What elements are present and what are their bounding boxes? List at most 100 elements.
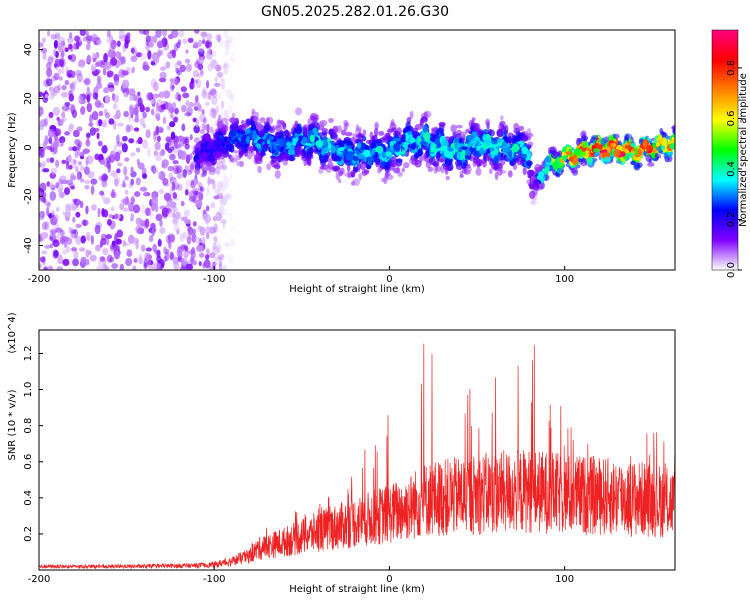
signal-blob: [290, 144, 295, 150]
noise-blob: [39, 146, 43, 156]
signal-blob: [359, 162, 367, 170]
noise-blob: [57, 254, 63, 264]
signal-blob: [573, 156, 577, 164]
noise-blob: [69, 82, 75, 90]
noise-blob: [157, 238, 162, 247]
signal-blob: [260, 117, 266, 122]
noise-blob: [85, 205, 89, 215]
signal-blob: [590, 136, 597, 144]
noise-blob: [98, 110, 104, 117]
noise-blob: [151, 228, 155, 237]
noise-blob: [176, 229, 180, 235]
noise-blob: [48, 111, 54, 119]
noise-blob: [46, 202, 51, 208]
signal-blob: [250, 124, 257, 132]
signal-blob: [617, 157, 622, 162]
signal-blob: [258, 129, 265, 137]
signal-blob: [295, 126, 302, 135]
signal-blob: [489, 147, 495, 152]
noise-blob: [225, 35, 233, 44]
noise-blob: [107, 49, 114, 58]
noise-blob: [165, 234, 171, 244]
noise-blob: [73, 250, 79, 260]
noise-blob: [101, 173, 108, 182]
signal-blob: [393, 137, 401, 142]
noise-blob: [120, 56, 126, 65]
signal-blob: [661, 137, 667, 146]
noise-blob: [78, 94, 84, 104]
signal-blob: [661, 145, 666, 151]
signal-blob: [312, 127, 318, 135]
signal-blob: [500, 115, 504, 121]
noise-blob: [164, 248, 170, 255]
signal-blob: [603, 156, 611, 162]
signal-blob: [496, 162, 503, 170]
noise-blob: [76, 126, 83, 132]
signal-blob: [350, 169, 356, 178]
noise-blob: [114, 151, 121, 162]
noise-blob: [212, 108, 217, 119]
noise-blob: [140, 244, 146, 252]
noise-blob: [137, 227, 143, 234]
noise-blob: [145, 106, 150, 113]
noise-blob: [175, 67, 180, 74]
noise-blob: [195, 118, 200, 128]
signal-blob: [353, 167, 358, 172]
noise-blob: [50, 33, 57, 40]
signal-blob: [488, 168, 493, 175]
noise-blob: [218, 263, 223, 270]
noise-blob: [144, 218, 150, 228]
signal-blob: [229, 123, 238, 130]
signal-blob: [194, 147, 200, 154]
noise-blob: [68, 226, 72, 234]
noise-blob: [62, 258, 70, 267]
noise-blob: [193, 125, 200, 134]
signal-blob: [410, 142, 416, 151]
signal-blob: [375, 145, 384, 153]
noise-blob: [215, 33, 222, 42]
noise-blob: [145, 44, 150, 52]
noise-blob: [42, 51, 47, 61]
noise-blob: [199, 186, 204, 192]
noise-blob: [203, 259, 211, 269]
noise-blob: [224, 193, 231, 199]
noise-blob: [124, 189, 129, 195]
noise-blob: [124, 157, 130, 162]
noise-blob: [53, 39, 58, 49]
noise-blob: [82, 219, 87, 227]
figure-title: GN05.2025.282.01.26.G30: [261, 4, 449, 20]
noise-blob: [88, 250, 92, 256]
signal-blob: [455, 124, 463, 129]
noise-blob: [67, 54, 73, 60]
noise-blob: [113, 73, 120, 82]
noise-blob: [114, 213, 119, 220]
noise-blob: [101, 263, 108, 270]
noise-blob: [150, 98, 155, 105]
noise-blob: [154, 108, 161, 118]
signal-blob: [285, 134, 292, 142]
noise-blob: [183, 244, 189, 251]
signal-blob: [209, 156, 216, 163]
noise-blob: [45, 78, 53, 87]
signal-blob: [255, 123, 263, 130]
signal-blob: [323, 140, 329, 149]
snr-x-ticks: -200 -100 0 100: [28, 566, 574, 585]
noise-blob: [213, 82, 221, 87]
noise-blob: [158, 77, 167, 83]
noise-blob: [169, 121, 176, 128]
noise-blob: [47, 56, 54, 65]
noise-blob: [185, 49, 189, 54]
noise-blob: [172, 160, 179, 165]
noise-blob: [117, 56, 125, 63]
noise-blob: [220, 160, 228, 165]
noise-blob: [162, 116, 167, 125]
noise-blob: [157, 41, 164, 49]
noise-blob: [180, 244, 186, 250]
noise-blob: [209, 252, 216, 259]
x-tick-label: 100: [555, 274, 574, 285]
noise-blob: [111, 263, 119, 269]
noise-blob: [43, 266, 48, 270]
noise-blob: [106, 70, 114, 78]
spectrogram-x-label: Height of straight line (km): [289, 284, 425, 295]
signal-blob: [493, 155, 499, 164]
